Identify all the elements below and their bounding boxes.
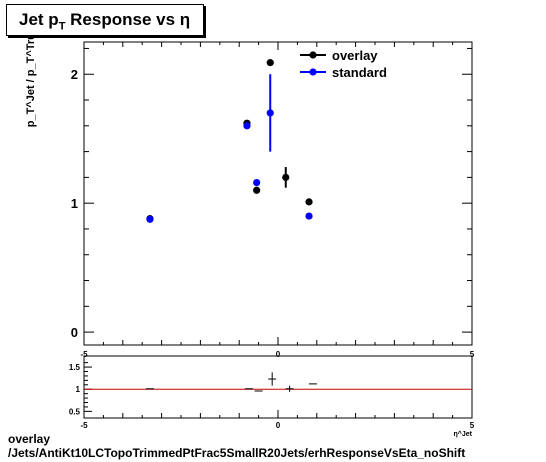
ratio-plot-frame (83, 355, 473, 419)
ratio-y-tick-label: 1 (76, 385, 81, 394)
y-axis-title: p_T^Jet / p_T^Truth (25, 22, 37, 127)
data-point-standard (305, 212, 313, 220)
ratio-x-tick-label: -5 (80, 421, 88, 430)
x-axis-title: η^Jet (454, 430, 473, 438)
chart-title-box: Jet pT Response vs η (6, 4, 204, 36)
legend-marker-overlay (309, 51, 317, 59)
data-point-overlay (266, 59, 274, 67)
data-point-standard (146, 215, 154, 223)
main-plot-frame (83, 41, 473, 346)
legend-marker-standard (309, 68, 317, 76)
ratio-y-tick-label: 0.5 (69, 407, 81, 416)
main-x-tick-label: -5 (80, 350, 88, 359)
main-y-tick-label: 1 (71, 196, 78, 211)
main-x-tick-label: 5 (470, 350, 475, 359)
legend-label-overlay: overlay (332, 48, 378, 63)
ratio-x-tick-label: 5 (470, 421, 475, 430)
main-x-tick-label: 0 (276, 350, 281, 359)
ratio-x-tick-label: 0 (276, 421, 281, 430)
data-point-overlay (253, 186, 261, 194)
main-y-tick-label: 2 (71, 67, 78, 82)
data-point-standard (266, 109, 274, 117)
footer-label: overlay (8, 432, 51, 446)
data-point-overlay (282, 173, 290, 181)
data-point-standard (253, 178, 261, 187)
legend-label-standard: standard (332, 65, 387, 80)
data-point-standard (243, 122, 251, 130)
chart-title: Jet pT Response vs η (19, 10, 191, 33)
data-point-overlay (305, 198, 313, 206)
ratio-y-tick-label: 1.5 (69, 363, 81, 372)
main-y-tick-label: 0 (71, 325, 78, 340)
footer-path: /Jets/AntiKt10LCTopoTrimmedPtFrac5SmallR… (8, 446, 466, 460)
